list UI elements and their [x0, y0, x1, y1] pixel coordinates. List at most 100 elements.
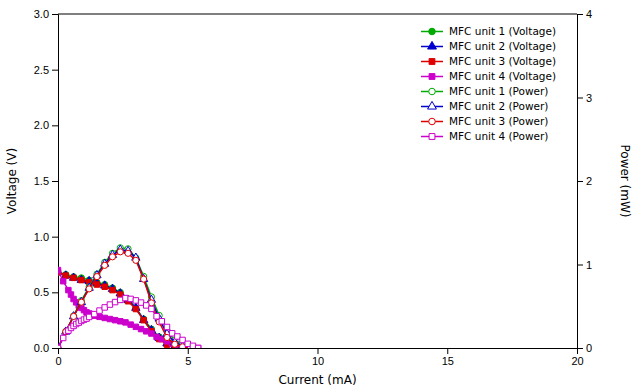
- data-point: [180, 337, 185, 342]
- data-point: [71, 275, 76, 280]
- data-point: [195, 345, 200, 348]
- data-point: [128, 322, 133, 327]
- y-axis-title: Voltage (V): [5, 148, 19, 214]
- data-point: [112, 317, 117, 322]
- x-axis-title: Current (mA): [278, 373, 356, 387]
- tick-mark: [577, 14, 583, 15]
- legend-swatch-marker: [429, 88, 436, 95]
- axis-line: [52, 15, 59, 349]
- legend-item: MFC unit 3 (Voltage): [421, 55, 556, 67]
- data-point: [118, 297, 123, 302]
- series: [58, 249, 193, 348]
- data-point: [195, 345, 200, 348]
- tick-label: 1.5: [34, 175, 49, 187]
- data-point: [118, 319, 123, 324]
- data-point: [109, 254, 115, 260]
- tick-mark: [318, 348, 319, 354]
- tick-mark: [577, 348, 583, 349]
- series: [58, 295, 201, 348]
- data-point: [107, 302, 112, 307]
- data-point: [70, 313, 76, 319]
- data-point: [86, 314, 91, 319]
- data-point: [79, 277, 84, 282]
- legend-item: MFC unit 4 (Voltage): [421, 70, 556, 82]
- data-point: [125, 250, 131, 256]
- data-point: [138, 326, 143, 331]
- tick-label: 2: [586, 175, 592, 187]
- legend-swatch-marker: [429, 74, 435, 80]
- data-point: [123, 295, 128, 300]
- tick-label: 0: [586, 342, 592, 354]
- data-point: [77, 275, 85, 282]
- tick: 15: [442, 348, 454, 367]
- tick-label: 0.0: [34, 342, 49, 354]
- tick-label: 2.5: [34, 64, 49, 76]
- data-point: [143, 303, 148, 308]
- tick-mark: [577, 98, 583, 99]
- data-point: [97, 314, 102, 319]
- series: [58, 267, 201, 348]
- data-point: [86, 286, 92, 292]
- tick: 0: [577, 342, 592, 354]
- legend-swatch-marker: [429, 118, 436, 125]
- series-line: [58, 270, 198, 348]
- data-point: [97, 308, 102, 313]
- data-point: [92, 311, 97, 316]
- legend-label: MFC unit 4 (Voltage): [449, 70, 556, 82]
- tick: 2.0: [34, 119, 58, 131]
- tick-label: 0.5: [34, 286, 49, 298]
- legend-label: MFC unit 1 (Power): [449, 85, 548, 97]
- tick: 1: [577, 259, 592, 271]
- data-point: [154, 314, 159, 319]
- plot-frame: [58, 14, 577, 15]
- tick-label: 2.0: [34, 119, 49, 131]
- legend-item: MFC unit 4 (Power): [421, 130, 548, 142]
- data-point: [94, 282, 99, 287]
- data-point: [159, 319, 164, 324]
- tick-label: 3.0: [34, 8, 49, 20]
- series: [58, 245, 193, 348]
- series-line: [58, 248, 190, 348]
- series-line: [58, 298, 198, 348]
- data-point: [143, 329, 148, 334]
- data-point: [63, 273, 68, 278]
- tick-mark: [577, 181, 583, 182]
- data-point: [70, 313, 76, 319]
- data-point: [149, 306, 154, 311]
- data-point: [58, 345, 61, 348]
- legend-label: MFC unit 1 (Voltage): [449, 25, 556, 37]
- tick-mark: [52, 181, 58, 182]
- tick-label: 5: [185, 355, 191, 367]
- series-line: [58, 252, 190, 348]
- data-point: [190, 343, 195, 348]
- tick-label: 1: [586, 259, 592, 271]
- legend-label: MFC unit 3 (Power): [449, 115, 548, 127]
- legend: MFC unit 1 (Voltage)MFC unit 2 (Voltage)…: [421, 25, 556, 142]
- legend-item: MFC unit 2 (Power): [421, 100, 548, 112]
- data-point: [138, 300, 143, 305]
- data-point: [110, 287, 115, 292]
- legend-label: MFC unit 2 (Power): [449, 100, 548, 112]
- data-point: [133, 257, 139, 263]
- tick-mark: [52, 348, 58, 349]
- data-point: [133, 298, 138, 303]
- y2-axis-title: Power (mW): [618, 144, 632, 217]
- chart-container: 051015200.00.51.01.52.02.53.001234MFC un…: [0, 0, 635, 392]
- marks: [58, 245, 201, 348]
- legend-label: MFC unit 3 (Voltage): [449, 55, 556, 67]
- tick: 1.0: [34, 231, 58, 243]
- tick-label: 3: [586, 92, 592, 104]
- data-point: [107, 316, 112, 321]
- legend-swatch-marker: [429, 134, 435, 140]
- legend-label: MFC unit 4 (Power): [449, 130, 548, 142]
- tick: 0.5: [34, 286, 58, 298]
- data-point: [102, 284, 107, 289]
- data-point: [133, 324, 138, 329]
- tick: 20: [571, 348, 583, 367]
- data-point: [102, 315, 107, 320]
- axis-line: [59, 349, 578, 355]
- data-point: [149, 331, 154, 336]
- tick-mark: [447, 348, 448, 354]
- data-point: [69, 312, 77, 319]
- data-point: [60, 335, 65, 340]
